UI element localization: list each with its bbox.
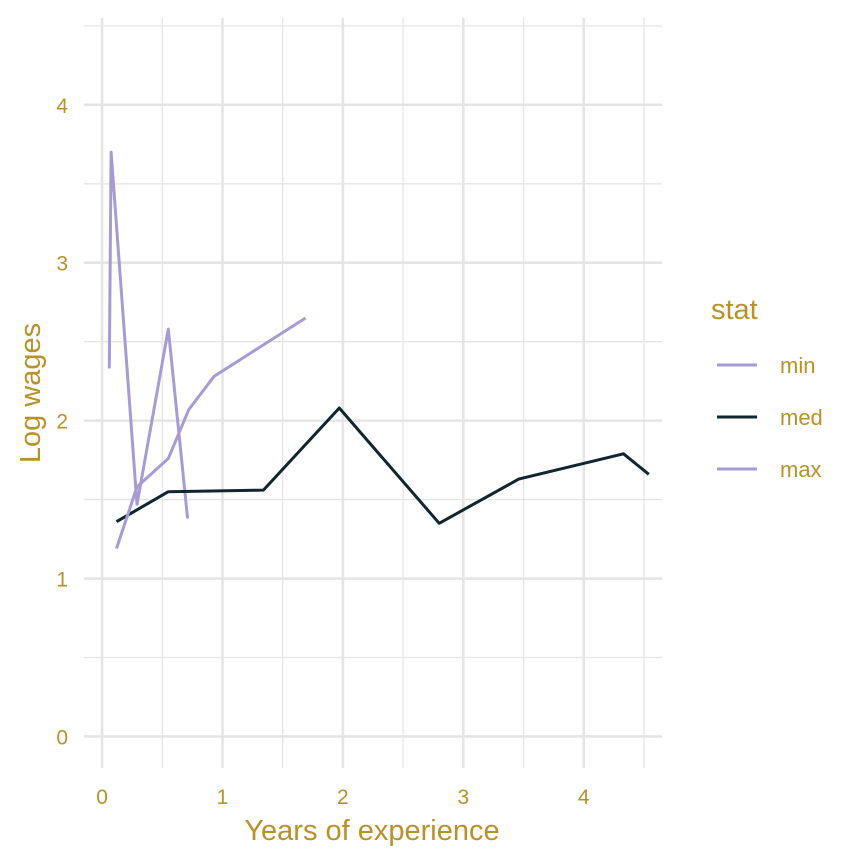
legend-label-min: min — [780, 353, 815, 378]
y-tick-label: 1 — [56, 569, 68, 592]
y-axis-title: Log wages — [15, 323, 47, 463]
y-tick-label: 3 — [56, 253, 68, 276]
legend-label-max: max — [780, 457, 822, 482]
y-tick-label: 4 — [56, 95, 68, 118]
x-axis-ticks: 0 1 2 3 4 — [96, 786, 590, 809]
y-tick-label: 2 — [56, 411, 68, 434]
legend: stat min med max — [711, 294, 823, 482]
x-tick-label: 4 — [578, 786, 590, 809]
major-gridlines — [84, 18, 662, 768]
legend-items: min med max — [717, 353, 823, 482]
x-tick-label: 0 — [96, 786, 108, 809]
y-axis-ticks: 0 1 2 3 4 — [56, 95, 68, 750]
legend-label-med: med — [780, 405, 823, 430]
x-axis-title: Years of experience — [244, 815, 499, 847]
x-tick-label: 1 — [217, 786, 229, 809]
y-tick-label: 0 — [56, 726, 68, 749]
legend-title: stat — [711, 294, 758, 326]
series-line-max — [115, 316, 307, 549]
x-tick-label: 2 — [337, 786, 349, 809]
series-line-med — [115, 406, 650, 525]
series-line-min — [107, 150, 190, 519]
x-tick-label: 3 — [457, 786, 469, 809]
minor-gridlines — [84, 18, 662, 768]
series-lines — [107, 150, 650, 549]
